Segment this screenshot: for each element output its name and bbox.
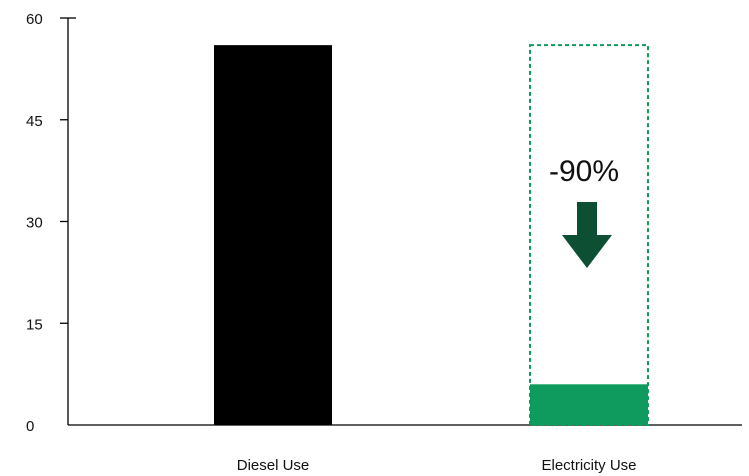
bar-diesel-use	[214, 45, 332, 426]
down-arrow-icon	[562, 202, 612, 268]
y-tick-label-60: 60	[26, 11, 43, 28]
x-tick-label-diesel-use: Diesel Use	[237, 457, 310, 474]
x-tick-label-electricity-use: Electricity Use	[541, 457, 636, 474]
y-ticks: 0 15 30 45 60	[26, 11, 68, 435]
bar-electricity-use	[530, 384, 648, 425]
y-tick-label-30: 30	[26, 215, 43, 232]
y-tick-label-15: 15	[26, 316, 43, 333]
reduction-annotation: -90%	[549, 155, 619, 188]
y-tick-label-0: 0	[26, 418, 34, 435]
y-tick-label-45: 45	[26, 113, 43, 130]
